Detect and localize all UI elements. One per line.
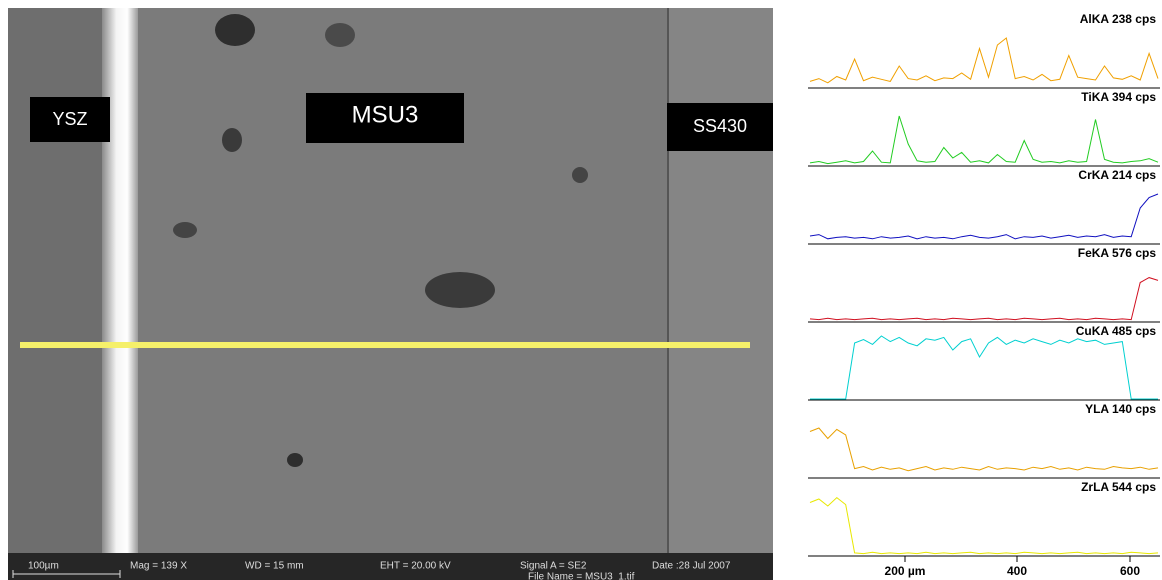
sem-image: YSZ MSU3 SS430 100µm Mag = 139 X WD = 15… [8,8,773,580]
scan-trace [810,38,1158,83]
label-msu3: MSU3 [352,101,419,128]
line-scans: AlKA 238 cps TiKA 394 cps CrKA 214 cps FeKA… [808,12,1160,578]
scan-trace [810,116,1158,164]
figure-svg: YSZ MSU3 SS430 100µm Mag = 139 X WD = 15… [0,0,1162,580]
mag: Mag = 139 X [130,561,187,572]
date: Date :28 Jul 2007 [652,561,731,572]
label-ss430: SS430 [693,116,747,136]
scan-trace [810,428,1158,471]
scan-label: CrKA 214 cps [1078,168,1156,182]
label-ysz: YSZ [52,109,87,129]
scale-text: 100µm [28,561,59,572]
scan-label: AlKA 238 cps [1080,12,1157,26]
scan-trace [810,278,1158,320]
scan-label: ZrLA 544 cps [1081,480,1156,494]
x-tick-label: 200 µm [885,564,926,578]
eht: EHT = 20.00 kV [380,561,451,572]
scan-trace [810,336,1158,399]
scan-label: FeKA 576 cps [1078,246,1157,260]
scan-trace [810,194,1158,239]
file-name: File Name = MSU3_1.tif [528,572,635,580]
scan-label: TiKA 394 cps [1081,90,1156,104]
scan-trace [810,498,1158,554]
x-tick-label: 400 [1007,564,1027,578]
scan-label: YLA 140 cps [1085,402,1156,416]
x-tick-label: 600 [1120,564,1140,578]
scan-label: CuKA 485 cps [1076,324,1157,338]
wd: WD = 15 mm [245,561,304,572]
signal: Signal A = SE2 [520,561,587,572]
figure: YSZ MSU3 SS430 100µm Mag = 139 X WD = 15… [0,0,1162,580]
